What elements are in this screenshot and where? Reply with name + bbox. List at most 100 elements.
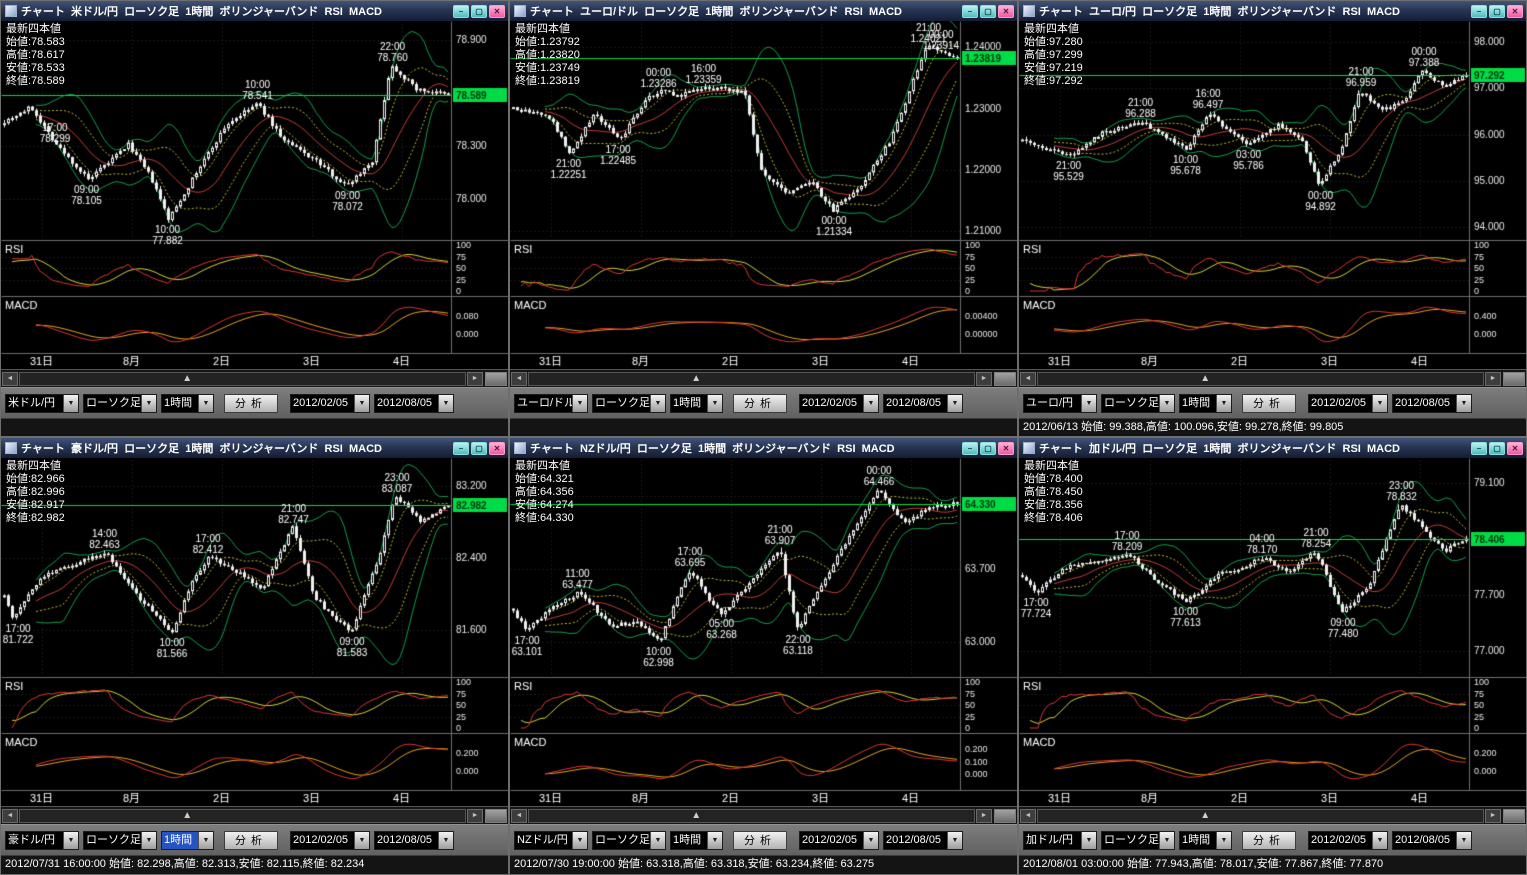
dropdown-arrow-icon[interactable]: ▼: [1081, 831, 1096, 849]
maximize-button[interactable]: ▢: [1489, 4, 1505, 18]
date-to-select[interactable]: 2012/08/05 ▼: [374, 393, 454, 413]
chart-type-select[interactable]: ローソク足 ▼: [592, 393, 666, 413]
scroll-track[interactable]: ▲: [528, 808, 975, 823]
dropdown-arrow-icon[interactable]: ▼: [572, 394, 587, 412]
timeframe-select[interactable]: 1時間 ▼: [670, 393, 723, 413]
close-button[interactable]: ✕: [998, 4, 1014, 18]
date-from-select[interactable]: 2012/02/05 ▼: [290, 393, 370, 413]
scroll-thumb[interactable]: ▲: [182, 372, 193, 384]
pair-select[interactable]: NZドル/円 ▼: [514, 830, 588, 850]
minimize-button[interactable]: –: [453, 441, 469, 455]
dropdown-arrow-icon[interactable]: ▼: [707, 394, 722, 412]
close-button[interactable]: ✕: [489, 441, 505, 455]
dropdown-arrow-icon[interactable]: ▼: [863, 831, 878, 849]
maximize-button[interactable]: ▢: [1489, 441, 1505, 455]
dropdown-arrow-icon[interactable]: ▼: [947, 831, 962, 849]
dropdown-arrow-icon[interactable]: ▼: [1372, 394, 1387, 412]
price-chart-canvas[interactable]: [510, 21, 1017, 369]
price-chart-canvas[interactable]: [1, 458, 508, 806]
dropdown-arrow-icon[interactable]: ▼: [198, 831, 213, 849]
scroll-thumb[interactable]: ▲: [182, 809, 193, 821]
price-chart-canvas[interactable]: [1, 21, 508, 369]
maximize-button[interactable]: ▢: [471, 4, 487, 18]
dropdown-arrow-icon[interactable]: ▼: [141, 831, 156, 849]
scroll-track[interactable]: ▲: [19, 808, 466, 823]
pair-select[interactable]: 加ドル/円 ▼: [1023, 830, 1097, 850]
price-chart-canvas[interactable]: [1019, 21, 1526, 369]
minimize-button[interactable]: –: [1471, 4, 1487, 18]
chart-type-select[interactable]: ローソク足 ▼: [83, 393, 157, 413]
dropdown-arrow-icon[interactable]: ▼: [438, 831, 453, 849]
scrollbar-grip[interactable]: [1503, 808, 1525, 823]
date-from-select[interactable]: 2012/02/05 ▼: [290, 830, 370, 850]
analyze-button[interactable]: 分析: [733, 393, 787, 413]
scroll-right-button[interactable]: ►: [1485, 808, 1501, 823]
chart-type-select[interactable]: ローソク足 ▼: [1101, 393, 1175, 413]
timeframe-select[interactable]: 1時間 ▼: [1179, 393, 1232, 413]
window-titlebar[interactable]: チャート NZドル/円 ローソク足 1時間 ボリンジャーバンド RSI MACD…: [510, 438, 1017, 458]
pair-select[interactable]: ユーロ/円 ▼: [1023, 393, 1097, 413]
dropdown-arrow-icon[interactable]: ▼: [1159, 831, 1174, 849]
dropdown-arrow-icon[interactable]: ▼: [1216, 831, 1231, 849]
date-to-select[interactable]: 2012/08/05 ▼: [883, 393, 963, 413]
dropdown-arrow-icon[interactable]: ▼: [947, 394, 962, 412]
date-to-select[interactable]: 2012/08/05 ▼: [1392, 830, 1472, 850]
minimize-button[interactable]: –: [453, 4, 469, 18]
dropdown-arrow-icon[interactable]: ▼: [1456, 394, 1471, 412]
scroll-track[interactable]: ▲: [19, 371, 466, 386]
scroll-right-button[interactable]: ►: [976, 808, 992, 823]
scroll-left-button[interactable]: ◄: [511, 808, 527, 823]
window-titlebar[interactable]: チャート ユーロ/ドル ローソク足 1時間 ボリンジャーバンド RSI MACD…: [510, 1, 1017, 21]
scroll-right-button[interactable]: ►: [467, 371, 483, 386]
timeframe-select[interactable]: 1時間 ▼: [161, 830, 214, 850]
dropdown-arrow-icon[interactable]: ▼: [438, 394, 453, 412]
timeframe-select[interactable]: 1時間 ▼: [161, 393, 214, 413]
timeframe-select[interactable]: 1時間 ▼: [670, 830, 723, 850]
scrollbar-grip[interactable]: [994, 371, 1016, 386]
scroll-right-button[interactable]: ►: [976, 371, 992, 386]
analyze-button[interactable]: 分析: [1242, 830, 1296, 850]
close-button[interactable]: ✕: [1507, 441, 1523, 455]
window-titlebar[interactable]: チャート 豪ドル/円 ローソク足 1時間 ボリンジャーバンド RSI MACD …: [1, 438, 508, 458]
date-from-select[interactable]: 2012/02/05 ▼: [799, 830, 879, 850]
pair-select[interactable]: ユーロ/ドル ▼: [514, 393, 588, 413]
price-chart-canvas[interactable]: [1019, 458, 1526, 806]
dropdown-arrow-icon[interactable]: ▼: [707, 831, 722, 849]
dropdown-arrow-icon[interactable]: ▼: [863, 394, 878, 412]
dropdown-arrow-icon[interactable]: ▼: [1159, 394, 1174, 412]
scroll-left-button[interactable]: ◄: [1020, 808, 1036, 823]
date-to-select[interactable]: 2012/08/05 ▼: [374, 830, 454, 850]
maximize-button[interactable]: ▢: [471, 441, 487, 455]
dropdown-arrow-icon[interactable]: ▼: [572, 831, 587, 849]
minimize-button[interactable]: –: [962, 4, 978, 18]
dropdown-arrow-icon[interactable]: ▼: [354, 831, 369, 849]
dropdown-arrow-icon[interactable]: ▼: [1081, 394, 1096, 412]
scroll-left-button[interactable]: ◄: [1020, 371, 1036, 386]
date-to-select[interactable]: 2012/08/05 ▼: [883, 830, 963, 850]
scrollbar-grip[interactable]: [994, 808, 1016, 823]
window-titlebar[interactable]: チャート 米ドル/円 ローソク足 1時間 ボリンジャーバンド RSI MACD …: [1, 1, 508, 21]
chart-type-select[interactable]: ローソク足 ▼: [83, 830, 157, 850]
close-button[interactable]: ✕: [998, 441, 1014, 455]
dropdown-arrow-icon[interactable]: ▼: [198, 394, 213, 412]
date-from-select[interactable]: 2012/02/05 ▼: [799, 393, 879, 413]
scroll-left-button[interactable]: ◄: [511, 371, 527, 386]
dropdown-arrow-icon[interactable]: ▼: [354, 394, 369, 412]
dropdown-arrow-icon[interactable]: ▼: [63, 394, 78, 412]
date-from-select[interactable]: 2012/02/05 ▼: [1308, 393, 1388, 413]
window-titlebar[interactable]: チャート 加ドル/円 ローソク足 1時間 ボリンジャーバンド RSI MACD …: [1019, 438, 1526, 458]
chart-type-select[interactable]: ローソク足 ▼: [592, 830, 666, 850]
scroll-thumb[interactable]: ▲: [691, 809, 702, 821]
maximize-button[interactable]: ▢: [980, 4, 996, 18]
dropdown-arrow-icon[interactable]: ▼: [1372, 831, 1387, 849]
scroll-track[interactable]: ▲: [1037, 371, 1484, 386]
scroll-left-button[interactable]: ◄: [2, 808, 18, 823]
dropdown-arrow-icon[interactable]: ▼: [650, 394, 665, 412]
close-button[interactable]: ✕: [1507, 4, 1523, 18]
dropdown-arrow-icon[interactable]: ▼: [650, 831, 665, 849]
analyze-button[interactable]: 分析: [224, 393, 278, 413]
close-button[interactable]: ✕: [489, 4, 505, 18]
minimize-button[interactable]: –: [962, 441, 978, 455]
timeframe-select[interactable]: 1時間 ▼: [1179, 830, 1232, 850]
scrollbar-grip[interactable]: [485, 808, 507, 823]
